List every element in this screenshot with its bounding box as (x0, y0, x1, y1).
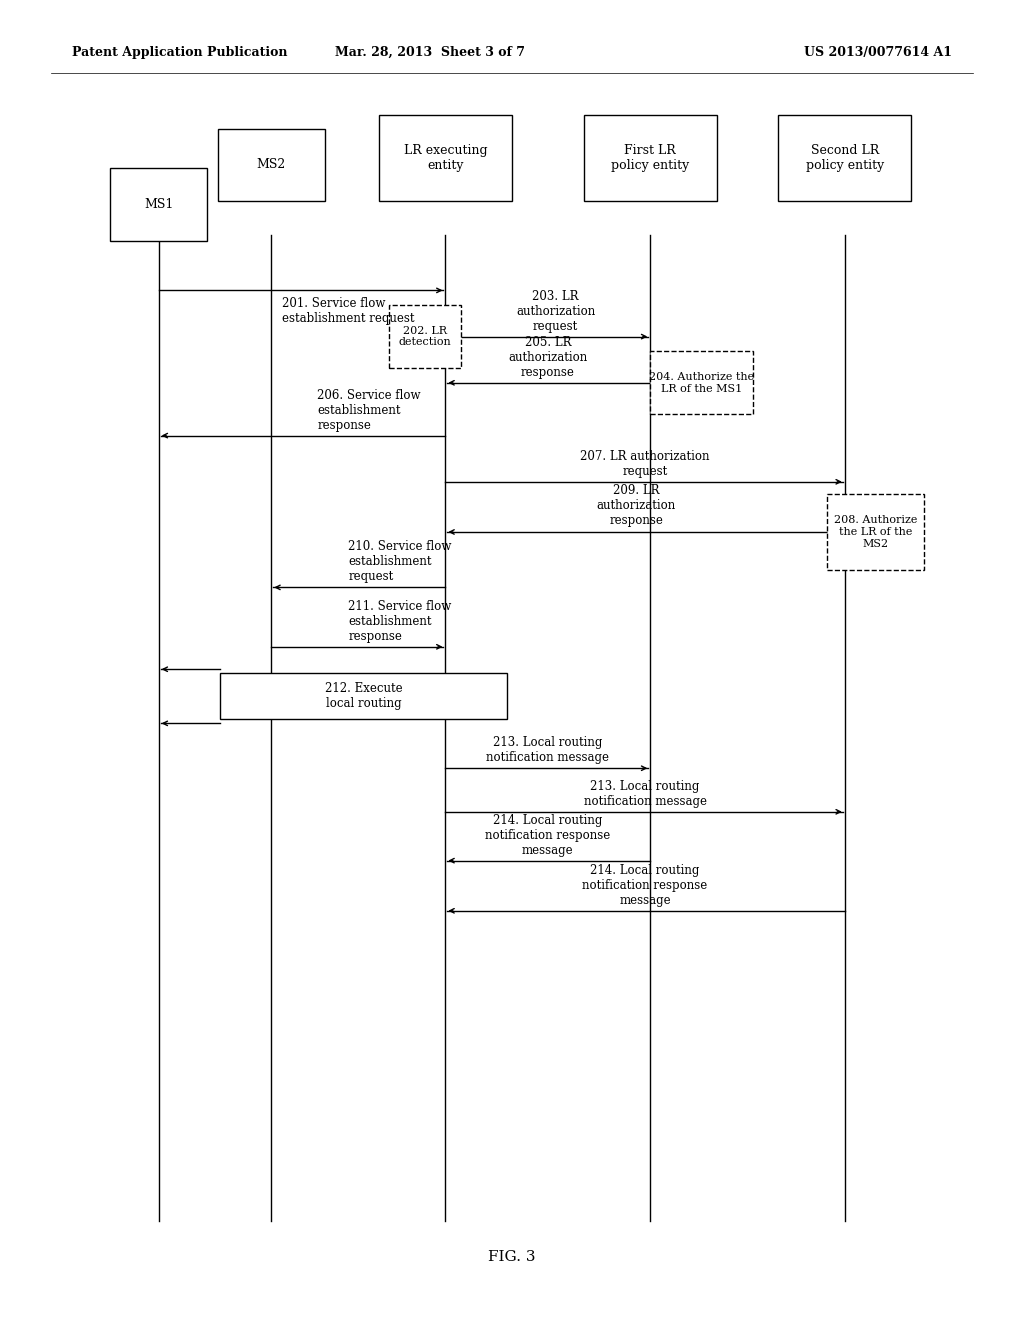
Text: 205. LR
authorization
response: 205. LR authorization response (508, 335, 588, 379)
FancyBboxPatch shape (827, 494, 924, 570)
Text: FIG. 3: FIG. 3 (488, 1250, 536, 1263)
FancyBboxPatch shape (379, 115, 512, 201)
Text: 207. LR authorization
request: 207. LR authorization request (581, 450, 710, 478)
FancyBboxPatch shape (220, 673, 507, 719)
Text: 212. Execute
local routing: 212. Execute local routing (325, 682, 402, 710)
Text: 208. Authorize
the LR of the
MS2: 208. Authorize the LR of the MS2 (834, 515, 918, 549)
FancyBboxPatch shape (389, 305, 461, 368)
Text: First LR
policy entity: First LR policy entity (611, 144, 689, 173)
Text: 213. Local routing
notification message: 213. Local routing notification message (486, 737, 609, 764)
Text: LR executing
entity: LR executing entity (403, 144, 487, 173)
FancyBboxPatch shape (778, 115, 911, 201)
Text: 213. Local routing
notification message: 213. Local routing notification message (584, 780, 707, 808)
FancyBboxPatch shape (650, 351, 753, 414)
FancyBboxPatch shape (584, 115, 717, 201)
Text: Second LR
policy entity: Second LR policy entity (806, 144, 884, 173)
Text: Mar. 28, 2013  Sheet 3 of 7: Mar. 28, 2013 Sheet 3 of 7 (335, 46, 525, 59)
Text: US 2013/0077614 A1: US 2013/0077614 A1 (804, 46, 952, 59)
Text: 214. Local routing
notification response
message: 214. Local routing notification response… (583, 863, 708, 907)
Text: Patent Application Publication: Patent Application Publication (72, 46, 287, 59)
Text: 204. Authorize the
LR of the MS1: 204. Authorize the LR of the MS1 (649, 372, 754, 393)
Text: 210. Service flow
establishment
request: 210. Service flow establishment request (348, 540, 452, 583)
Text: 201. Service flow
establishment request: 201. Service flow establishment request (282, 297, 414, 325)
Text: 211. Service flow
establishment
response: 211. Service flow establishment response (348, 599, 452, 643)
Text: 202. LR
detection: 202. LR detection (398, 326, 452, 347)
Text: MS1: MS1 (144, 198, 173, 211)
Text: 206. Service flow
establishment
response: 206. Service flow establishment response (317, 388, 421, 432)
Text: 203. LR
authorization
request: 203. LR authorization request (516, 289, 595, 333)
Text: 214. Local routing
notification response
message: 214. Local routing notification response… (485, 813, 610, 857)
FancyBboxPatch shape (111, 168, 207, 242)
FancyBboxPatch shape (218, 128, 326, 201)
Text: 209. LR
authorization
response: 209. LR authorization response (597, 483, 676, 527)
Text: MS2: MS2 (257, 158, 286, 172)
